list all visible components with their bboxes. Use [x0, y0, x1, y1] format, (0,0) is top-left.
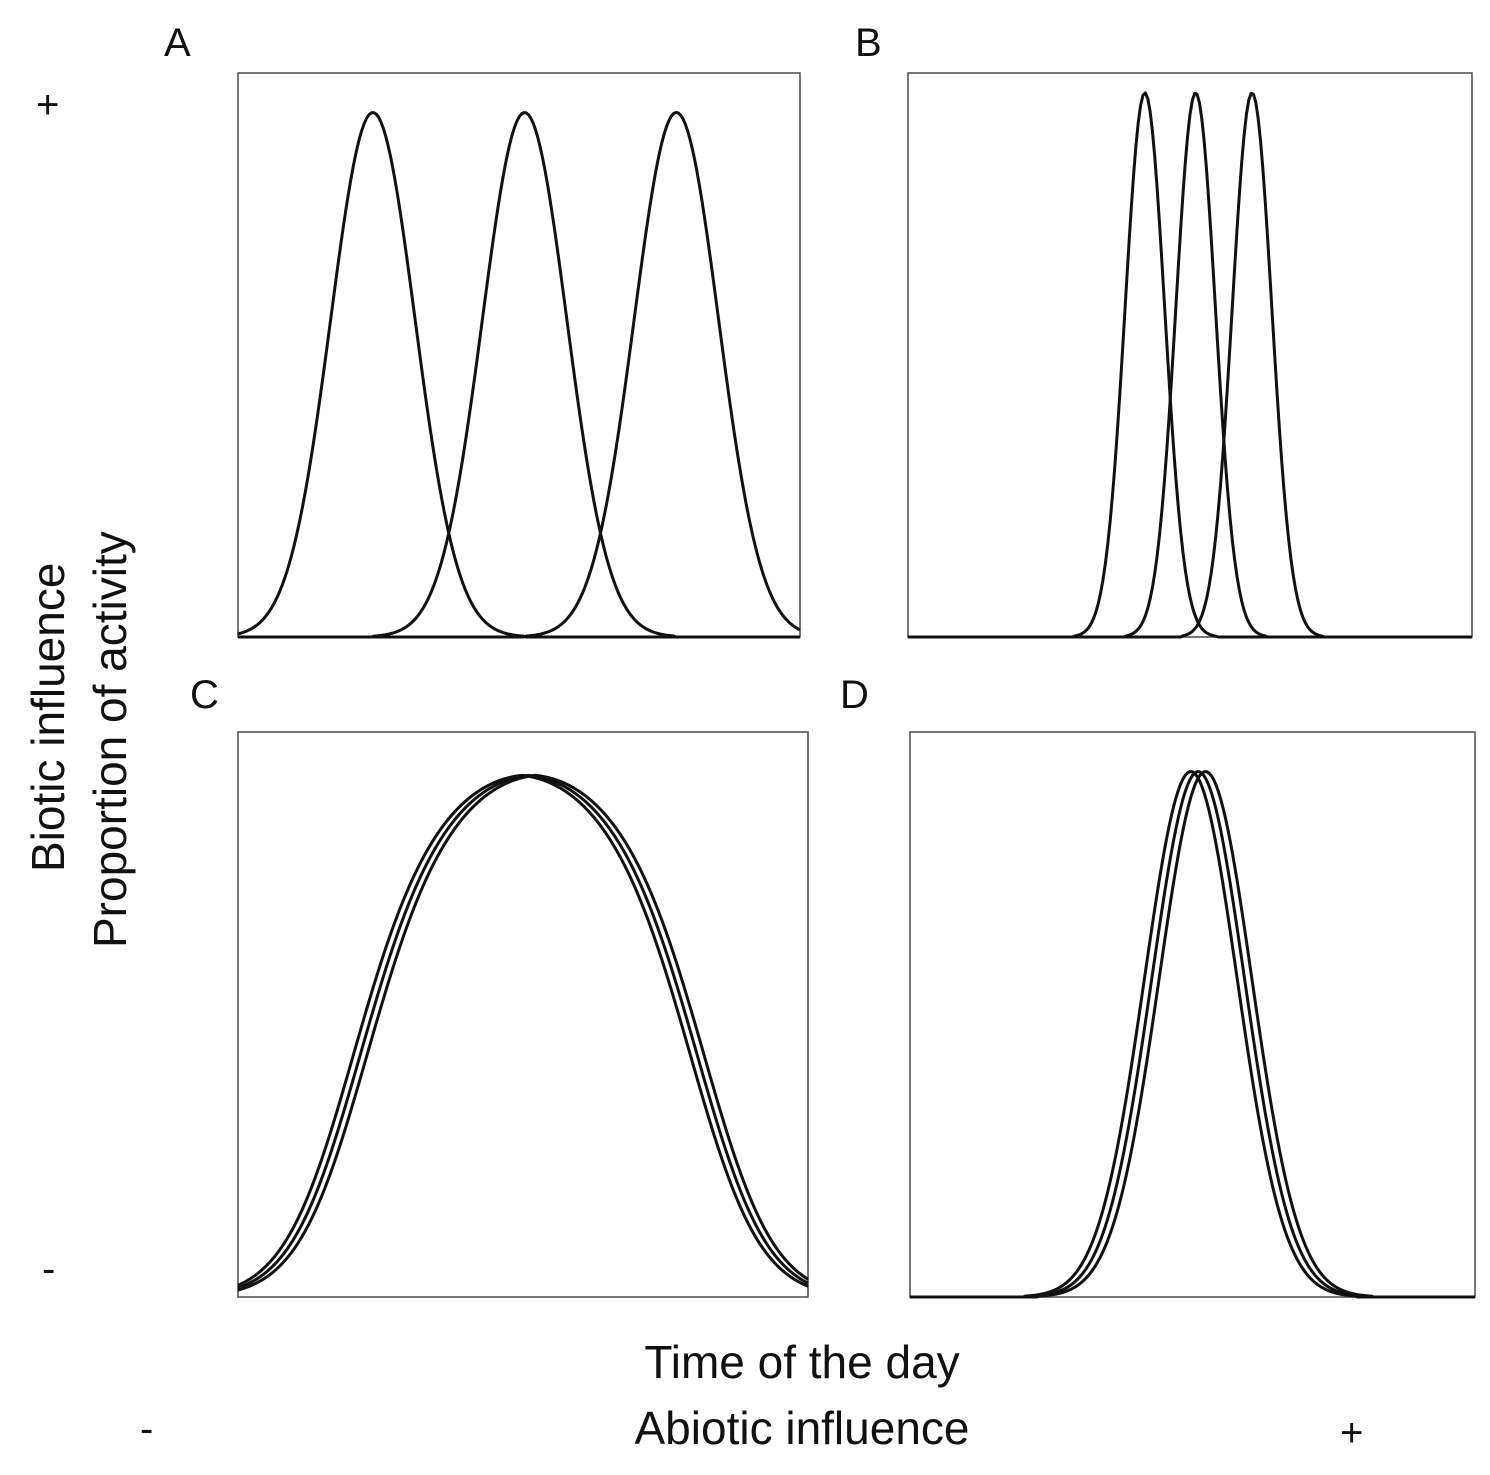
panel-c-series-line-2: [237, 773, 809, 1290]
x-axis-label-abiotic: Abiotic influence: [635, 1402, 970, 1454]
y-axis-label-activity: Proportion of activity: [84, 531, 136, 948]
panel-b-frame: [907, 72, 1473, 638]
panel-a-curves: [237, 111, 801, 639]
panel-c-frame: [237, 731, 809, 1298]
panel-c-series-line-3: [237, 773, 809, 1292]
panel-c-series-line-1: [237, 773, 809, 1288]
x-axis-minus-sign: -: [140, 1407, 153, 1451]
panel-b-curves: [908, 91, 1472, 639]
panel-d: D: [840, 673, 1476, 1299]
panel-b-series-line-1: [908, 91, 1472, 639]
panel-b: B: [855, 21, 1473, 639]
panel-d-series-line-1: [910, 770, 1475, 1299]
y-axis-minus-sign: -: [42, 1247, 55, 1291]
panel-a-series-line-1: [237, 111, 800, 639]
panel-d-letter: D: [840, 673, 869, 717]
panel-a-series-line-3: [238, 111, 801, 639]
panel-c: C: [190, 673, 809, 1298]
panel-a: A: [164, 21, 801, 639]
x-axis-label-time: Time of the day: [644, 1336, 959, 1388]
panel-b-series-line-3: [908, 91, 1472, 639]
panel-d-series-line-2: [910, 770, 1475, 1299]
panel-a-frame: [237, 72, 801, 638]
y-axis-plus-sign: +: [36, 83, 59, 127]
y-axis-label-biotic: Biotic influence: [22, 563, 74, 872]
panel-c-letter: C: [190, 673, 219, 717]
panel-b-letter: B: [855, 21, 882, 65]
panel-d-curves: [910, 770, 1475, 1299]
panel-d-series-line-3: [910, 770, 1475, 1299]
panel-c-curves: [237, 773, 809, 1292]
panel-a-letter: A: [164, 21, 191, 65]
panel-b-series-line-2: [908, 91, 1472, 639]
panel-d-frame: [909, 731, 1476, 1298]
x-axis-plus-sign: +: [1340, 1411, 1363, 1455]
